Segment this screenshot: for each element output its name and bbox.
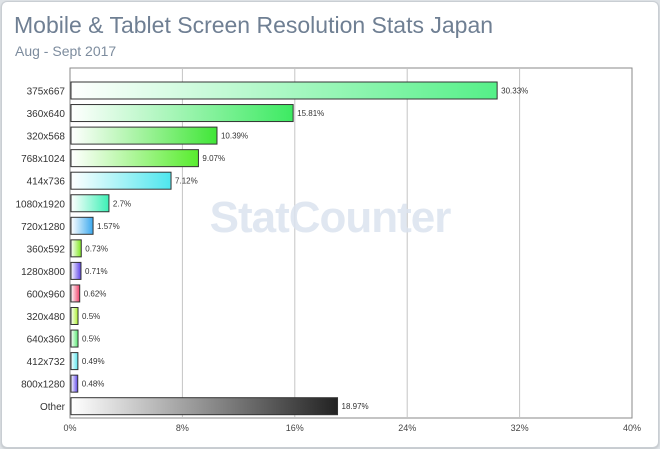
bar	[70, 194, 110, 213]
bar	[70, 352, 79, 371]
bar	[70, 284, 81, 303]
bar	[70, 104, 294, 123]
y-tick-label: 320x568	[27, 132, 66, 143]
plot-area	[69, 67, 633, 419]
grid-lines	[69, 67, 633, 419]
data-label: 0.73%	[85, 244, 108, 253]
data-label: 15.81%	[297, 109, 324, 118]
y-tick-label: 800x1280	[21, 380, 65, 391]
bars	[70, 81, 498, 416]
y-tick-label: 412x732	[27, 357, 66, 368]
x-tick-label: 0%	[63, 423, 76, 433]
data-label: 7.12%	[175, 177, 198, 186]
y-tick-label: 720x1280	[21, 222, 65, 233]
bar	[70, 149, 199, 168]
bar	[70, 126, 218, 145]
data-label: 1.57%	[97, 222, 120, 231]
bar	[70, 239, 82, 258]
y-tick-label: 360x592	[27, 244, 66, 255]
data-label: 0.49%	[82, 357, 105, 366]
y-tick-label: 600x960	[27, 289, 66, 300]
data-label: 0.5%	[82, 335, 100, 344]
labels: 0% 8% 16% 24% 32% 40% 375x667 30.33% 360x640 15.8…	[16, 87, 642, 434]
bar	[70, 81, 498, 100]
data-label: 10.39%	[221, 132, 248, 141]
x-tick-label: 32%	[511, 423, 529, 433]
y-tick-label: 360x640	[27, 109, 66, 120]
bar	[70, 329, 79, 348]
y-tick-label: Other	[40, 402, 66, 413]
x-tick-label: 24%	[398, 423, 416, 433]
chart-title: Mobile & Tablet Screen Resolution Stats …	[14, 12, 494, 38]
data-label: 0.71%	[85, 267, 108, 276]
y-tick-label: 375x667	[27, 87, 66, 98]
bar	[70, 216, 94, 235]
bar	[70, 171, 172, 190]
data-label: 2.7%	[113, 199, 131, 208]
x-tick-label: 8%	[176, 423, 189, 433]
data-label: 30.33%	[501, 87, 528, 96]
chart-subtitle: Aug - Sept 2017	[15, 43, 117, 59]
y-tick-label: 640x360	[27, 335, 66, 346]
bar	[70, 307, 79, 325]
bar	[70, 397, 339, 416]
bar	[70, 261, 82, 280]
data-label: 0.5%	[82, 312, 100, 321]
y-tick-label: 414x736	[27, 177, 66, 188]
x-tick-label: 40%	[623, 423, 641, 433]
data-label: 0.48%	[82, 380, 105, 389]
y-tick-label: 320x480	[27, 312, 66, 323]
statcounter-watermark: StatCounter	[210, 193, 452, 242]
bar	[70, 374, 79, 393]
y-tick-label: 768x1024	[21, 154, 65, 165]
data-label: 18.97%	[342, 402, 369, 411]
y-tick-label: 1080x1920	[16, 199, 66, 210]
y-tick-label: 1280x800	[21, 267, 65, 278]
x-tick-label: 16%	[286, 423, 304, 433]
data-label: 0.62%	[84, 289, 107, 298]
data-label: 9.07%	[202, 154, 225, 163]
